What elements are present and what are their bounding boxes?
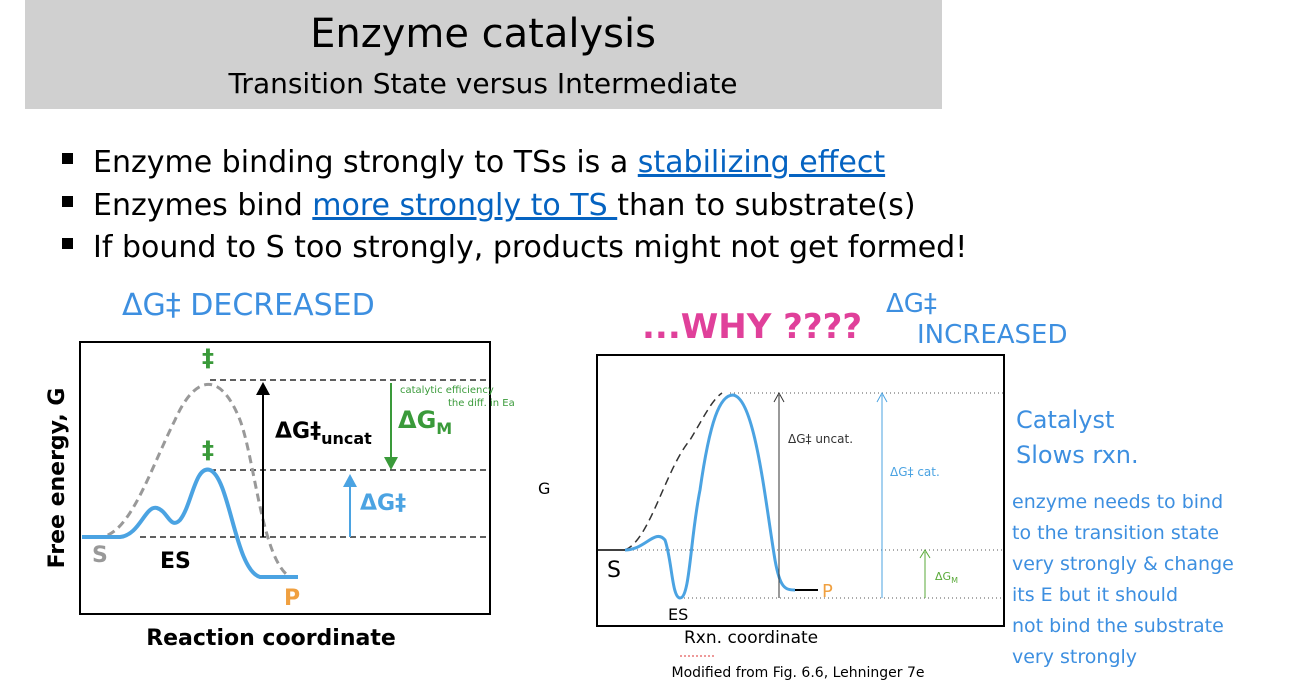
annotation: Catalyst — [1016, 406, 1114, 434]
source: Modified from Fig. 6.6, Lehninger 7e — [672, 665, 925, 680]
x-label: Reaction coordinate — [146, 626, 396, 651]
text: than to substrate(s) — [617, 188, 915, 223]
note: catalytic efficiency — [400, 385, 494, 396]
ts-mark: ‡ — [202, 436, 214, 464]
dg-cat: ΔG‡ — [360, 491, 406, 516]
annotation-line: enzyme needs to bind — [1012, 491, 1223, 513]
levels — [625, 392, 1004, 599]
curve — [624, 393, 796, 600]
bullet: Enzymes bind more strongly to TS than to… — [93, 188, 916, 223]
link[interactable]: stabilizing effect — [638, 145, 886, 180]
annotation-line: very strongly & change — [1012, 553, 1234, 575]
frame — [596, 354, 1005, 627]
text: Enzyme binding strongly to TSs is a — [93, 145, 638, 180]
label-es: ES — [668, 605, 688, 624]
bullets: Enzyme binding strongly to TSs is a stab… — [62, 145, 967, 265]
annotation-line: its E but it should — [1012, 584, 1178, 606]
dg-uncat: ΔG‡uncat — [275, 419, 372, 448]
levels — [140, 379, 490, 538]
dg-cat: ΔG‡ cat. — [890, 465, 940, 479]
left-diagram: ‡ ‡ S ES P ΔG‡uncat ΔGM ΔG‡ catalytic ef… — [45, 341, 515, 651]
bullet-mark — [62, 196, 73, 207]
annotation: ΔG‡ — [886, 289, 937, 319]
annotation-line: not bind the substrate — [1012, 615, 1224, 637]
right-diagram: ΔG‡ uncat. ΔG‡ cat. ΔGM S ES P — [596, 354, 1005, 627]
bullet-mark — [62, 153, 73, 164]
annotations: ΔG‡ DECREASED ...WHY ???? ΔG‡ INCREASED … — [122, 288, 1234, 680]
label-p: P — [822, 581, 833, 602]
frame — [79, 341, 491, 615]
note: the diff. in Ea — [448, 398, 515, 409]
dg-uncat: ΔG‡ uncat. — [788, 432, 853, 446]
enzyme-note: enzyme needs to bind to the transition st… — [1012, 491, 1234, 668]
dg-m: ΔGM — [398, 406, 452, 438]
annotation: INCREASED — [917, 320, 1068, 350]
annotation: Rxn. coordinate — [684, 628, 818, 648]
ts-mark: ‡ — [202, 344, 214, 372]
annotation: G — [538, 479, 550, 498]
bullet: Enzyme binding strongly to TSs is a stab… — [93, 145, 885, 180]
annotation-line: very strongly — [1012, 646, 1137, 668]
link[interactable]: more strongly to TS — [312, 188, 617, 223]
subtitle: Transition State versus Intermediate — [227, 67, 737, 100]
label-s: S — [607, 558, 621, 583]
uncat-curve — [82, 382, 291, 579]
bullet: If bound to S too strongly, products mig… — [93, 230, 967, 265]
text: Enzymes bind — [93, 188, 312, 223]
title: Enzyme catalysis — [310, 11, 656, 57]
y-label: Free energy, G — [45, 388, 70, 569]
header-bg — [25, 0, 942, 109]
annotation-line: to the transition state — [1012, 522, 1219, 544]
label-s: S — [92, 543, 108, 568]
cat-curve — [82, 467, 298, 579]
annotation: Slows rxn. — [1016, 441, 1139, 469]
label-p: P — [284, 586, 300, 611]
label-es: ES — [160, 549, 191, 574]
bullet-mark — [62, 238, 73, 249]
annotation: ΔG‡ DECREASED — [122, 288, 375, 323]
dg-m: ΔGM — [935, 570, 958, 585]
annotation: ...WHY ???? — [642, 307, 862, 347]
